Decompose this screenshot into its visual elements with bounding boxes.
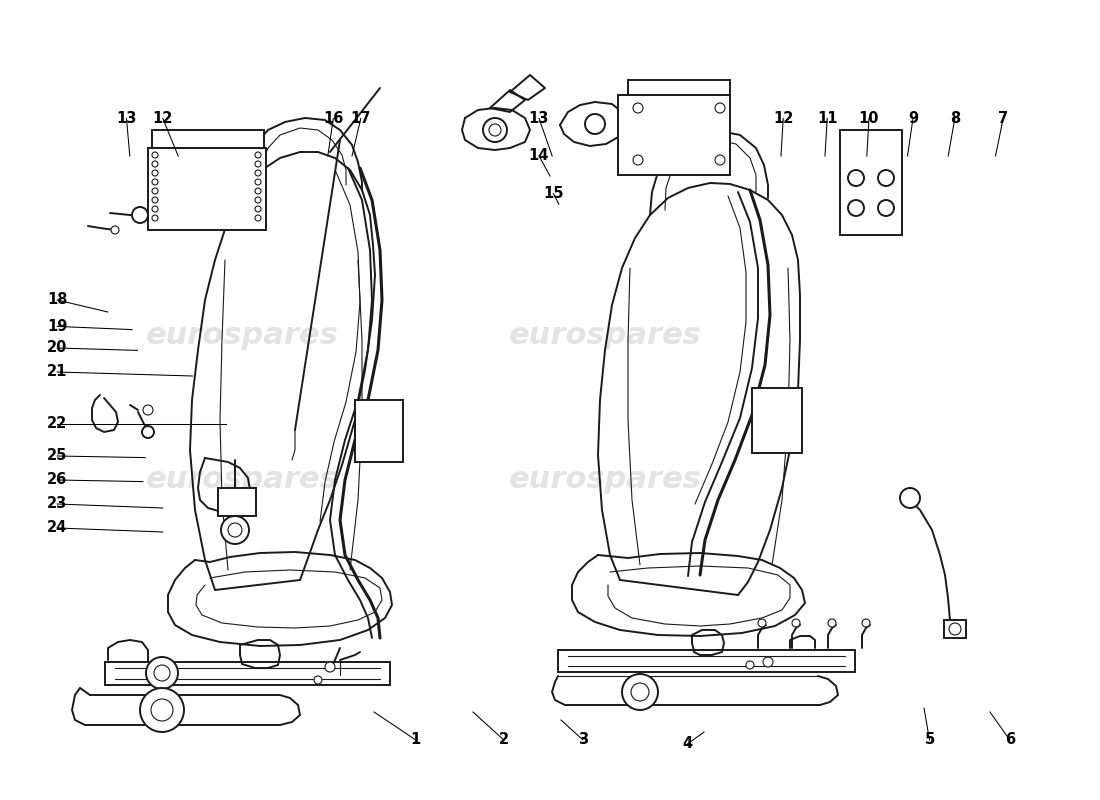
Text: 13: 13: [117, 111, 136, 126]
Text: 23: 23: [47, 497, 67, 511]
Circle shape: [152, 197, 158, 203]
Text: 10: 10: [859, 111, 879, 126]
Text: eurospares: eurospares: [145, 466, 339, 494]
Circle shape: [152, 215, 158, 221]
Text: 25: 25: [47, 449, 67, 463]
Circle shape: [314, 676, 322, 684]
Circle shape: [142, 426, 154, 438]
Circle shape: [828, 619, 836, 627]
Circle shape: [878, 200, 894, 216]
Circle shape: [758, 619, 766, 627]
Bar: [355, 400, 403, 462]
Text: 18: 18: [47, 293, 67, 307]
Text: eurospares: eurospares: [508, 322, 702, 350]
Circle shape: [140, 688, 184, 732]
Circle shape: [490, 124, 500, 136]
Text: 12: 12: [773, 111, 793, 126]
Circle shape: [228, 523, 242, 537]
Circle shape: [132, 207, 148, 223]
Circle shape: [255, 215, 261, 221]
Text: 16: 16: [323, 111, 343, 126]
Bar: [840, 130, 902, 235]
Circle shape: [255, 179, 261, 185]
Circle shape: [585, 114, 605, 134]
Text: eurospares: eurospares: [145, 322, 339, 350]
Circle shape: [146, 657, 178, 689]
Text: 7: 7: [998, 111, 1009, 126]
Circle shape: [632, 155, 644, 165]
Circle shape: [631, 683, 649, 701]
Text: 6: 6: [1004, 733, 1015, 747]
Bar: [618, 95, 730, 175]
Circle shape: [255, 152, 261, 158]
Text: 12: 12: [153, 111, 173, 126]
Text: 5: 5: [924, 733, 935, 747]
Circle shape: [862, 619, 870, 627]
Text: 14: 14: [529, 149, 549, 163]
Circle shape: [152, 152, 158, 158]
Circle shape: [151, 699, 173, 721]
Circle shape: [949, 623, 961, 635]
Circle shape: [878, 170, 894, 186]
Bar: [218, 488, 256, 516]
Circle shape: [152, 170, 158, 176]
Text: 19: 19: [47, 319, 67, 334]
Circle shape: [848, 170, 864, 186]
Text: 20: 20: [47, 341, 67, 355]
Circle shape: [143, 405, 153, 415]
Circle shape: [255, 188, 261, 194]
Circle shape: [746, 661, 754, 669]
Text: 1: 1: [410, 733, 421, 747]
Circle shape: [715, 155, 725, 165]
Circle shape: [483, 118, 507, 142]
Circle shape: [154, 665, 170, 681]
Circle shape: [152, 188, 158, 194]
Circle shape: [255, 206, 261, 212]
Text: 2: 2: [498, 733, 509, 747]
Circle shape: [255, 161, 261, 167]
Text: 17: 17: [351, 111, 371, 126]
Circle shape: [152, 179, 158, 185]
Text: 3: 3: [578, 733, 588, 747]
Circle shape: [255, 197, 261, 203]
Text: eurospares: eurospares: [508, 466, 702, 494]
Circle shape: [715, 103, 725, 113]
Bar: [148, 148, 266, 230]
Text: 8: 8: [949, 111, 960, 126]
Circle shape: [111, 226, 119, 234]
Text: 15: 15: [543, 186, 563, 201]
Bar: [152, 130, 264, 148]
Circle shape: [848, 200, 864, 216]
Text: 26: 26: [47, 473, 67, 487]
Circle shape: [792, 619, 800, 627]
Circle shape: [255, 170, 261, 176]
Text: 4: 4: [682, 737, 693, 751]
Text: 24: 24: [47, 521, 67, 535]
Circle shape: [221, 516, 249, 544]
Text: 21: 21: [47, 365, 67, 379]
Text: 11: 11: [817, 111, 837, 126]
Circle shape: [152, 206, 158, 212]
Circle shape: [621, 674, 658, 710]
Text: 9: 9: [908, 111, 918, 126]
Circle shape: [632, 103, 644, 113]
Circle shape: [763, 657, 773, 667]
Text: 13: 13: [529, 111, 549, 126]
Bar: [752, 388, 802, 453]
Circle shape: [324, 662, 336, 672]
Bar: [944, 620, 966, 638]
Text: 22: 22: [47, 417, 67, 431]
Circle shape: [152, 161, 158, 167]
Circle shape: [900, 488, 920, 508]
